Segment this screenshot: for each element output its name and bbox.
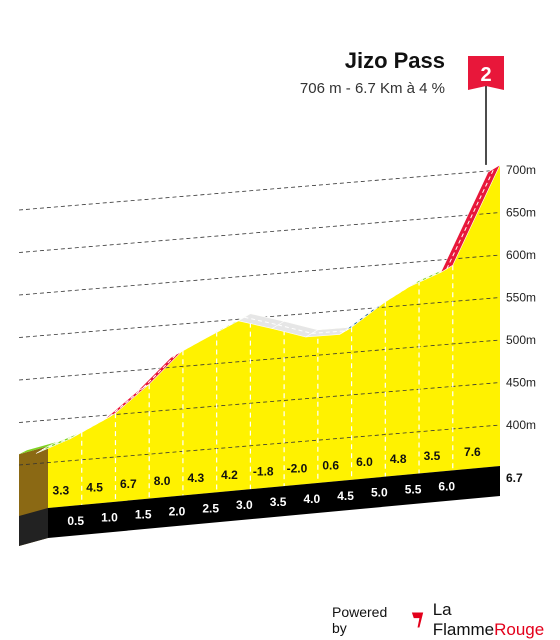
gradient-segment-centerline bbox=[244, 316, 279, 326]
gradient-label: 8.0 bbox=[154, 474, 171, 488]
elevation-tick-label: 450m bbox=[506, 376, 536, 390]
profile-fill bbox=[48, 164, 500, 508]
gradient-label: 4.2 bbox=[221, 468, 238, 482]
km-tick-label: 4.0 bbox=[304, 492, 321, 506]
gridline-0 bbox=[18, 424, 501, 466]
gradient-ribbon bbox=[35, 164, 501, 454]
km-tick-label: 4.5 bbox=[337, 489, 354, 503]
km-tick-label: 1.5 bbox=[135, 508, 152, 522]
elevation-tick-labels: 400m 450m 500m 550m 600m 650m 700m bbox=[506, 163, 536, 432]
gradient-segment bbox=[440, 164, 501, 274]
gradient-label: 4.5 bbox=[86, 480, 103, 494]
flag-banner bbox=[468, 56, 504, 90]
chart-subtitle: 706 m - 6.7 Km à 4 % bbox=[299, 80, 445, 97]
gridline-6 bbox=[18, 169, 501, 211]
elevation-tick-label: 550m bbox=[506, 291, 536, 305]
brand-name-part-a: La Flamme bbox=[432, 600, 495, 639]
gradient-segment-centerline bbox=[311, 330, 346, 334]
powered-by-label: Powered by bbox=[332, 604, 388, 636]
gridline-5 bbox=[18, 212, 501, 253]
gridline-4 bbox=[18, 254, 501, 296]
elevation-tick-label: 650m bbox=[506, 206, 536, 220]
elevation-gridlines bbox=[18, 169, 501, 466]
flame-logo-icon bbox=[411, 612, 423, 628]
gradient-segment-centerline bbox=[142, 353, 178, 389]
km-tick-label: 5.5 bbox=[405, 483, 422, 497]
km-separators bbox=[81, 265, 454, 505]
gradient-segment-centerline bbox=[109, 387, 144, 418]
gradient-label: 4.8 bbox=[390, 452, 407, 466]
climb-category-flag: 2 bbox=[468, 56, 504, 165]
distance-total-label: 6.7 bbox=[506, 471, 523, 485]
gradient-label: 6.7 bbox=[120, 477, 137, 491]
gradient-label: -2.0 bbox=[287, 461, 308, 475]
km-tick-label: 2.0 bbox=[169, 504, 186, 518]
gradient-label: 4.3 bbox=[187, 471, 204, 485]
elevation-tick-label: 600m bbox=[506, 248, 536, 262]
gradient-segment-centerline bbox=[41, 434, 76, 451]
gradient-segment-centerline bbox=[345, 304, 380, 332]
km-tick-label: 2.5 bbox=[202, 501, 219, 515]
gradient-label: 3.3 bbox=[53, 483, 70, 497]
gradient-label: 6.0 bbox=[356, 455, 373, 469]
km-tick-labels: 0.5 1.0 1.5 2.0 2.5 3.0 3.5 4.0 4.5 5.0 5.5 6.0 6.7 bbox=[67, 471, 523, 528]
gradient-label: 7.6 bbox=[464, 445, 481, 459]
km-tick-label: 3.0 bbox=[236, 498, 253, 512]
ground-band bbox=[19, 466, 500, 546]
brand-name: La FlammeRouge bbox=[433, 600, 560, 640]
profile-start-cap bbox=[19, 442, 56, 455]
gradient-label: 0.6 bbox=[322, 458, 339, 472]
km-tick-label: 6.0 bbox=[438, 479, 455, 493]
footer: Powered by La FlammeRouge bbox=[332, 600, 560, 640]
km-tick-label: 3.5 bbox=[270, 495, 287, 509]
gradient-labels: 3.3 4.5 6.7 8.0 4.3 4.2 -1.8 -2.0 0.6 6.0 4.8 3.5 7.… bbox=[53, 445, 482, 497]
km-tick-label: 0.5 bbox=[67, 514, 84, 528]
climb-category-label: 2 bbox=[480, 64, 491, 86]
km-tick-label: 1.0 bbox=[101, 511, 118, 525]
km-tick-label: 5.0 bbox=[371, 486, 388, 500]
profile-area bbox=[48, 164, 500, 508]
ground-band-surface bbox=[48, 466, 500, 538]
gradient-label: 3.5 bbox=[424, 449, 441, 463]
gradient-segment-centerline bbox=[210, 316, 245, 336]
gradient-label: -1.8 bbox=[253, 465, 274, 479]
elevation-tick-label: 400m bbox=[506, 418, 536, 432]
gradient-segment-centerline bbox=[446, 168, 495, 270]
gridline-2 bbox=[18, 339, 501, 381]
elevation-tick-label: 500m bbox=[506, 333, 536, 347]
elevation-profile-chart: 400m 450m 500m 550m 600m 650m 700m 3.3 4.5 6.7 8.… bbox=[18, 56, 536, 546]
elevation-tick-label: 700m bbox=[506, 163, 536, 177]
brand-name-part-b: Rouge bbox=[494, 620, 545, 639]
gridline-1 bbox=[18, 382, 501, 423]
chart-title: Jizo Pass bbox=[344, 48, 445, 73]
gradient-segment-centerline bbox=[277, 324, 312, 334]
ground-band-side bbox=[19, 508, 48, 546]
